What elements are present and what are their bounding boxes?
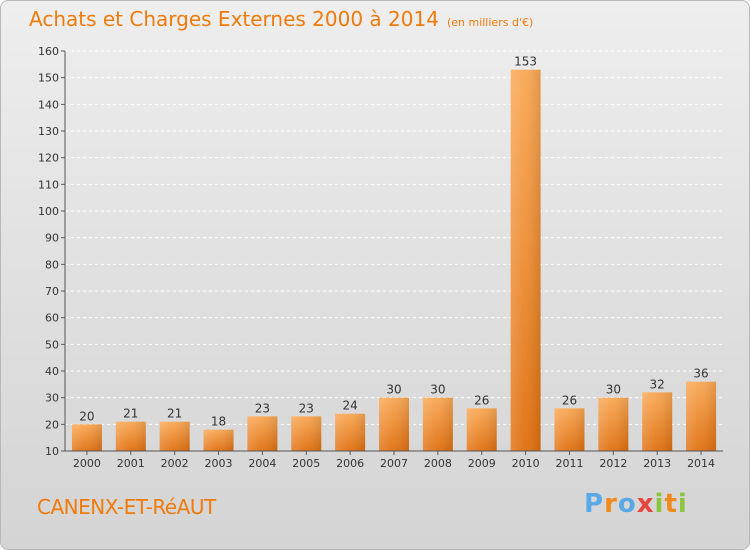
y-tick-label: 160 — [38, 45, 59, 58]
y-tick-label: 60 — [45, 312, 59, 325]
x-tick-label: 2011 — [555, 457, 583, 470]
y-tick-label: 140 — [38, 98, 59, 111]
bar-value-label: 30 — [606, 383, 621, 397]
chart-subtitle: (en milliers d'€) — [446, 16, 534, 29]
bar-shine — [335, 413, 366, 451]
y-tick-label: 70 — [45, 285, 59, 298]
x-tick-label: 2006 — [336, 457, 364, 470]
y-tick-label: 50 — [45, 338, 59, 351]
bar-shine — [510, 69, 541, 452]
x-tick-label: 2001 — [117, 457, 145, 470]
bar-shine — [379, 397, 409, 451]
x-tick-label: 2000 — [73, 457, 101, 470]
bar-shine — [598, 397, 629, 451]
bar-value-label: 23 — [255, 401, 270, 415]
x-tick-label: 2014 — [687, 457, 715, 470]
y-tick-label: 40 — [45, 365, 59, 378]
bar-value-label: 24 — [342, 399, 357, 413]
x-tick-label: 2012 — [599, 457, 627, 470]
bar-value-label: 21 — [167, 407, 182, 421]
bar-value-label: 18 — [211, 415, 226, 429]
y-tick-label: 10 — [45, 445, 59, 458]
bar-value-label: 32 — [650, 377, 665, 391]
bar-shine — [686, 381, 717, 451]
bar-shine — [247, 416, 278, 451]
chart-title-text: Achats et Charges Externes 2000 à 2014 — [29, 7, 439, 31]
bar-value-label: 153 — [514, 55, 537, 69]
y-tick-label: 30 — [45, 392, 59, 405]
bar-value-label: 30 — [386, 383, 401, 397]
bar-shine — [159, 421, 190, 451]
bar-shine — [554, 408, 585, 451]
commune-name: CANENX-ET-RéAUT — [37, 495, 216, 519]
proxiti-logo: Proxiti — [584, 489, 688, 519]
x-tick-label: 2010 — [512, 457, 540, 470]
bar-shine — [71, 424, 102, 451]
bar-value-label: 36 — [693, 367, 708, 381]
y-tick-label: 130 — [38, 125, 59, 138]
x-tick-label: 2005 — [292, 457, 320, 470]
bar-shine — [291, 416, 322, 451]
bar-value-label: 20 — [79, 409, 94, 423]
bar-value-label: 26 — [562, 393, 577, 407]
bar-shine — [115, 421, 146, 451]
y-tick-label: 110 — [38, 178, 59, 191]
x-tick-label: 2002 — [161, 457, 189, 470]
bar-value-label: 26 — [474, 393, 489, 407]
x-tick-label: 2003 — [205, 457, 233, 470]
bar-value-label: 21 — [123, 407, 138, 421]
x-tick-label: 2009 — [468, 457, 496, 470]
x-tick-label: 2004 — [248, 457, 276, 470]
chart-title: Achats et Charges Externes 2000 à 2014 (e… — [29, 7, 533, 31]
x-tick-label: 2007 — [380, 457, 408, 470]
bar-value-label: 30 — [430, 383, 445, 397]
x-tick-label: 2013 — [643, 457, 671, 470]
x-tick-label: 2008 — [424, 457, 452, 470]
y-tick-label: 100 — [38, 205, 59, 218]
bar-shine — [422, 397, 453, 451]
bar-shine — [642, 392, 673, 451]
y-tick-label: 20 — [45, 418, 59, 431]
bar-shine — [203, 429, 234, 451]
y-tick-label: 150 — [38, 72, 59, 85]
bar-value-label: 23 — [299, 401, 314, 415]
y-tick-label: 80 — [45, 258, 59, 271]
y-tick-label: 90 — [45, 232, 59, 245]
y-tick-label: 120 — [38, 152, 59, 165]
bar-shine — [466, 408, 497, 451]
